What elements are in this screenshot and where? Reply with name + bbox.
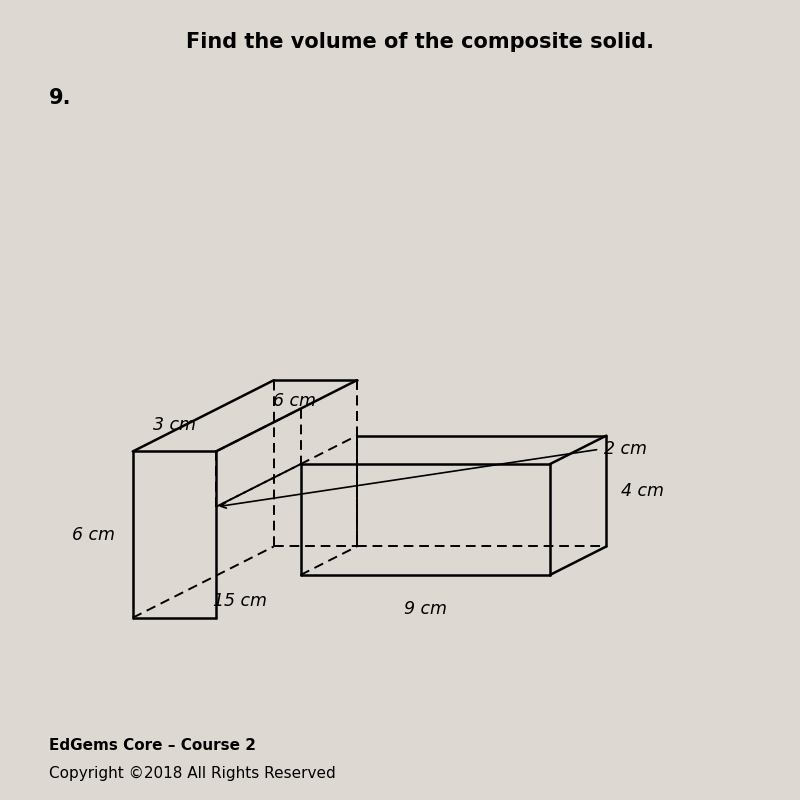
Text: 6 cm: 6 cm (72, 526, 115, 543)
Text: 9.: 9. (49, 88, 71, 108)
Text: 2 cm: 2 cm (604, 440, 647, 458)
Text: Copyright ©2018 All Rights Reserved: Copyright ©2018 All Rights Reserved (49, 766, 335, 781)
Text: 15 cm: 15 cm (214, 592, 267, 610)
Text: 4 cm: 4 cm (621, 482, 664, 500)
Text: 3 cm: 3 cm (153, 416, 196, 434)
Text: EdGems Core – Course 2: EdGems Core – Course 2 (49, 738, 256, 754)
Text: Find the volume of the composite solid.: Find the volume of the composite solid. (186, 32, 654, 52)
Text: 9 cm: 9 cm (404, 600, 446, 618)
Text: 6 cm: 6 cm (273, 392, 316, 410)
